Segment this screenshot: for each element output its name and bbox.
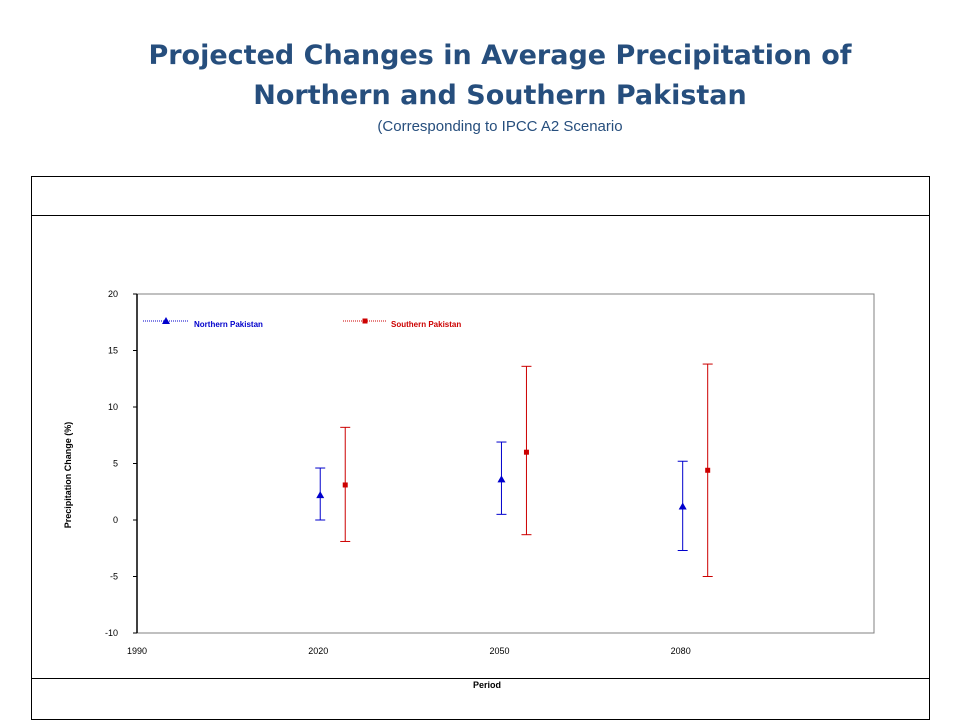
legend: Northern Pakistan Southern Pakistan — [143, 317, 461, 329]
frame-divider-top — [31, 215, 930, 216]
data-point-square — [523, 449, 529, 455]
y-tick-label: 0 — [113, 515, 118, 525]
y-tick-label: -5 — [110, 572, 118, 582]
plot-area — [136, 293, 875, 634]
chart-subtitle: (Corresponding to IPCC A2 Scenario — [377, 118, 623, 135]
y-axis-title: Precipitation Change (%) — [63, 422, 73, 529]
data-point-square — [705, 467, 711, 473]
frame-divider-bottom — [31, 678, 930, 679]
y-tick-label: 20 — [108, 289, 118, 299]
x-tick-label: 2050 — [489, 646, 509, 656]
data-marks — [315, 363, 713, 577]
legend-label: Southern Pakistan — [391, 320, 461, 329]
data-point-square — [342, 482, 348, 488]
x-tick-label: 2020 — [308, 646, 328, 656]
data-point-triangle — [497, 475, 506, 483]
y-axis-ticks: -10 -5 0 5 10 15 20 — [105, 289, 137, 638]
x-axis-ticks: 1990 2020 2050 2080 — [127, 646, 691, 656]
data-point-triangle — [678, 502, 687, 510]
x-tick-label: 1990 — [127, 646, 147, 656]
y-tick-label: -10 — [105, 628, 118, 638]
title-block: Projected Changes in Average Precipitati… — [0, 36, 960, 138]
y-tick-label: 5 — [113, 459, 118, 469]
data-point-triangle — [316, 491, 325, 499]
chart-title: Projected Changes in Average Precipitati… — [148, 40, 852, 71]
x-tick-label: 2080 — [671, 646, 691, 656]
chart-title-line-2: Northern and Southern Pakistan — [253, 80, 747, 111]
y-tick-label: 15 — [108, 346, 118, 356]
legend-marker-triangle — [162, 317, 170, 324]
legend-label: Northern Pakistan — [194, 320, 263, 329]
y-tick-label: 10 — [108, 402, 118, 412]
legend-marker-square — [362, 318, 368, 324]
x-axis-title: Period — [473, 680, 501, 690]
